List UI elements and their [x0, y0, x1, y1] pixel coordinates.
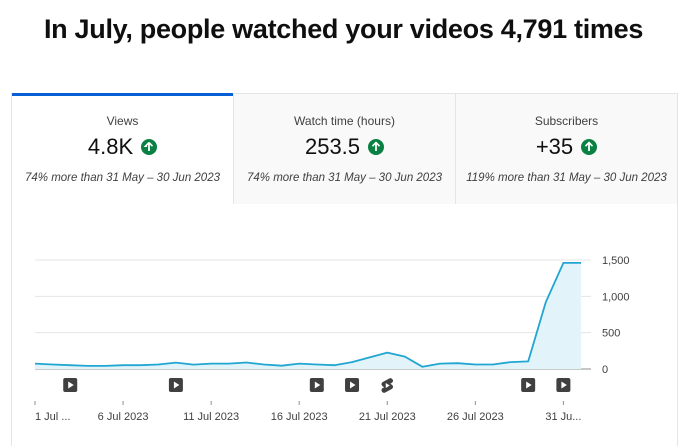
metric-comparison: 74% more than 31 May – 30 Jun 2023 — [247, 172, 442, 184]
video-upload-icon[interactable] — [556, 378, 571, 392]
play-glyph — [314, 381, 321, 389]
x-tick-label: 6 Jul 2023 — [98, 411, 149, 423]
video-upload-icon[interactable] — [521, 378, 536, 392]
x-tick-label: 11 Jul 2023 — [183, 411, 239, 423]
metric-label: Watch time (hours) — [294, 114, 395, 128]
tab-subscribers[interactable]: Subscribers +35 119% more than 31 May – … — [455, 94, 677, 204]
metric-value: 253.5 — [304, 134, 361, 159]
y-tick-label: 1,500 — [602, 255, 630, 267]
x-tick-label: 26 Jul 2023 — [447, 411, 504, 423]
play-glyph — [526, 381, 532, 389]
tab-watch-time[interactable]: Watch time (hours) 253.5 74% more than 3… — [233, 94, 455, 204]
metric-label: Views — [106, 114, 139, 128]
metric-value: 4.8K — [87, 134, 134, 159]
play-glyph — [68, 381, 74, 389]
play-glyph — [173, 381, 180, 389]
metric-comparison: 119% more than 31 May – 30 Jun 2023 — [466, 172, 667, 184]
arrow-up-circle-icon — [581, 139, 598, 155]
x-tick-label: 1 Jul ... — [35, 411, 70, 423]
play-glyph — [350, 381, 356, 389]
x-tick-label: 21 Jul 2023 — [359, 411, 416, 423]
shorts-upload-icon[interactable] — [381, 378, 394, 393]
y-tick-label: 1,000 — [602, 291, 630, 303]
y-tick-label: 0 — [602, 364, 608, 376]
metric-tabs: Views 4.8K 74% more than 31 May – 30 Jun… — [12, 93, 677, 204]
video-upload-icon[interactable] — [345, 378, 360, 392]
video-upload-icon[interactable] — [309, 378, 324, 392]
tab-views[interactable]: Views 4.8K 74% more than 31 May – 30 Jun… — [12, 93, 233, 204]
y-tick-label: 500 — [602, 328, 620, 340]
active-tab-indicator — [12, 93, 233, 96]
shorts-play-glyph — [385, 383, 390, 388]
x-tick-label: 31 Ju... — [545, 411, 581, 423]
series-area — [35, 262, 581, 369]
video-upload-icon[interactable] — [168, 378, 183, 392]
play-glyph — [561, 381, 567, 389]
metric-comparison: 74% more than 31 May – 30 Jun 2023 — [25, 172, 220, 184]
metric-label: Subscribers — [534, 114, 599, 128]
page-headline: In July, people watched your videos 4,79… — [43, 14, 644, 44]
x-tick-label: 16 Jul 2023 — [271, 411, 328, 423]
series-line — [34, 262, 581, 368]
arrow-up-circle-icon — [368, 139, 385, 155]
video-upload-icon[interactable] — [63, 378, 78, 392]
analytics-card: Views 4.8K 74% more than 31 May – 30 Jun… — [11, 93, 678, 446]
metric-value: +35 — [535, 134, 574, 159]
arrow-up-circle-icon — [141, 139, 158, 155]
